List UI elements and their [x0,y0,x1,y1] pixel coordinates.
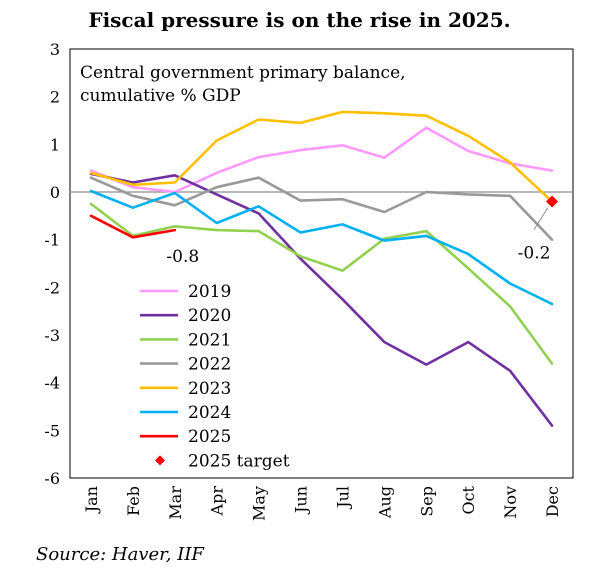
series-line-2021 [89,202,554,365]
legend-label-2020: 2020 [188,306,231,326]
y-tick-label: 0 [50,183,60,202]
annotation-layer: -0.8 -0.2 [166,207,551,267]
x-tick-label: Aug [375,486,394,519]
y-tick-label: -1 [44,231,60,250]
series-line-2023 [89,110,554,203]
annotation-target-value: -0.2 [518,244,551,264]
series-line-2025 [89,214,177,239]
legend: 2019 2020 2021 2022 2023 2024 2025 2025 target [140,282,290,471]
series-line-2024 [89,189,554,306]
x-tick-label: Apr [208,486,227,517]
y-tick-label: -2 [44,278,60,297]
series-layer [89,110,554,427]
y-axis-ticks: 3 2 1 0 -1 -2 -3 -4 -5 -6 [44,40,60,488]
x-tick-label: Nov [501,486,520,519]
chart-subtitle-line-1: Central government primary balance, [80,63,406,83]
source-note: Source: Haver, IIF [36,544,204,565]
y-tick-label: 1 [50,135,60,154]
target-marker [546,195,559,208]
y-tick-label: 3 [50,40,60,59]
series-line-2019 [89,126,554,194]
x-tick-label: Feb [124,486,143,516]
target-layer [546,195,559,208]
y-tick-label: -4 [44,374,60,393]
legend-label-target: 2025 target [188,451,290,471]
chart-subtitle-line-2: cumulative % GDP [80,86,241,106]
chart-title: Fiscal pressure is on the rise in 2025. [88,8,511,32]
y-tick-label: 2 [50,88,60,107]
x-tick-label: Mar [166,486,185,520]
annotation-leader-line [533,207,549,230]
legend-label-2025: 2025 [188,427,231,447]
annotation-2025-latest: -0.8 [166,247,199,267]
legend-label-2024: 2024 [188,403,231,423]
x-tick-label: May [250,486,269,521]
series-line-2020 [89,172,554,427]
x-tick-label: Jan [82,486,101,514]
x-tick-label: Oct [459,485,478,514]
x-tick-label: Jul [333,486,352,510]
legend-label-2019: 2019 [188,282,231,302]
y-tick-label: -6 [44,469,60,488]
x-tick-label: Sep [417,486,436,517]
y-tick-label: -3 [44,326,60,345]
series-line-2022 [89,176,554,241]
legend-label-2023: 2023 [188,379,231,399]
legend-swatch-target [155,455,165,466]
x-tick-label: Dec [543,486,562,517]
legend-label-2022: 2022 [188,355,231,375]
legend-label-2021: 2021 [188,330,231,350]
y-tick-label: -5 [44,421,60,440]
x-tick-label: Jun [292,486,311,515]
x-axis-ticks: Jan Feb Mar Apr May Jun Jul Aug Sep Oct Nov Dec [82,485,562,521]
